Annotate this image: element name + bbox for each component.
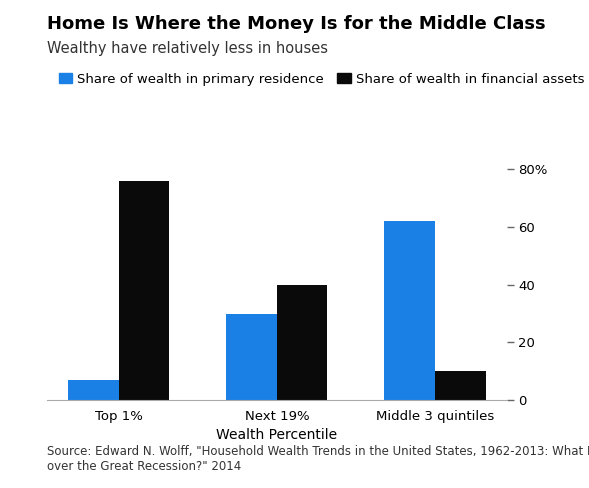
Bar — [68, 380, 118, 400]
Text: Wealthy have relatively less in houses: Wealthy have relatively less in houses — [47, 41, 328, 57]
Legend: Share of wealth in primary residence, Share of wealth in financial assets: Share of wealth in primary residence, Sh… — [54, 68, 589, 91]
Text: Source: Edward N. Wolff, "Household Wealth Trends in the United States, 1962-201: Source: Edward N. Wolff, "Household Weal… — [47, 446, 589, 473]
Bar — [435, 371, 486, 400]
Bar — [118, 181, 169, 400]
X-axis label: Wealth Percentile: Wealth Percentile — [216, 428, 337, 443]
Bar — [226, 314, 277, 400]
Text: Home Is Where the Money Is for the Middle Class: Home Is Where the Money Is for the Middl… — [47, 15, 546, 33]
Bar — [385, 222, 435, 400]
Bar — [277, 285, 327, 400]
